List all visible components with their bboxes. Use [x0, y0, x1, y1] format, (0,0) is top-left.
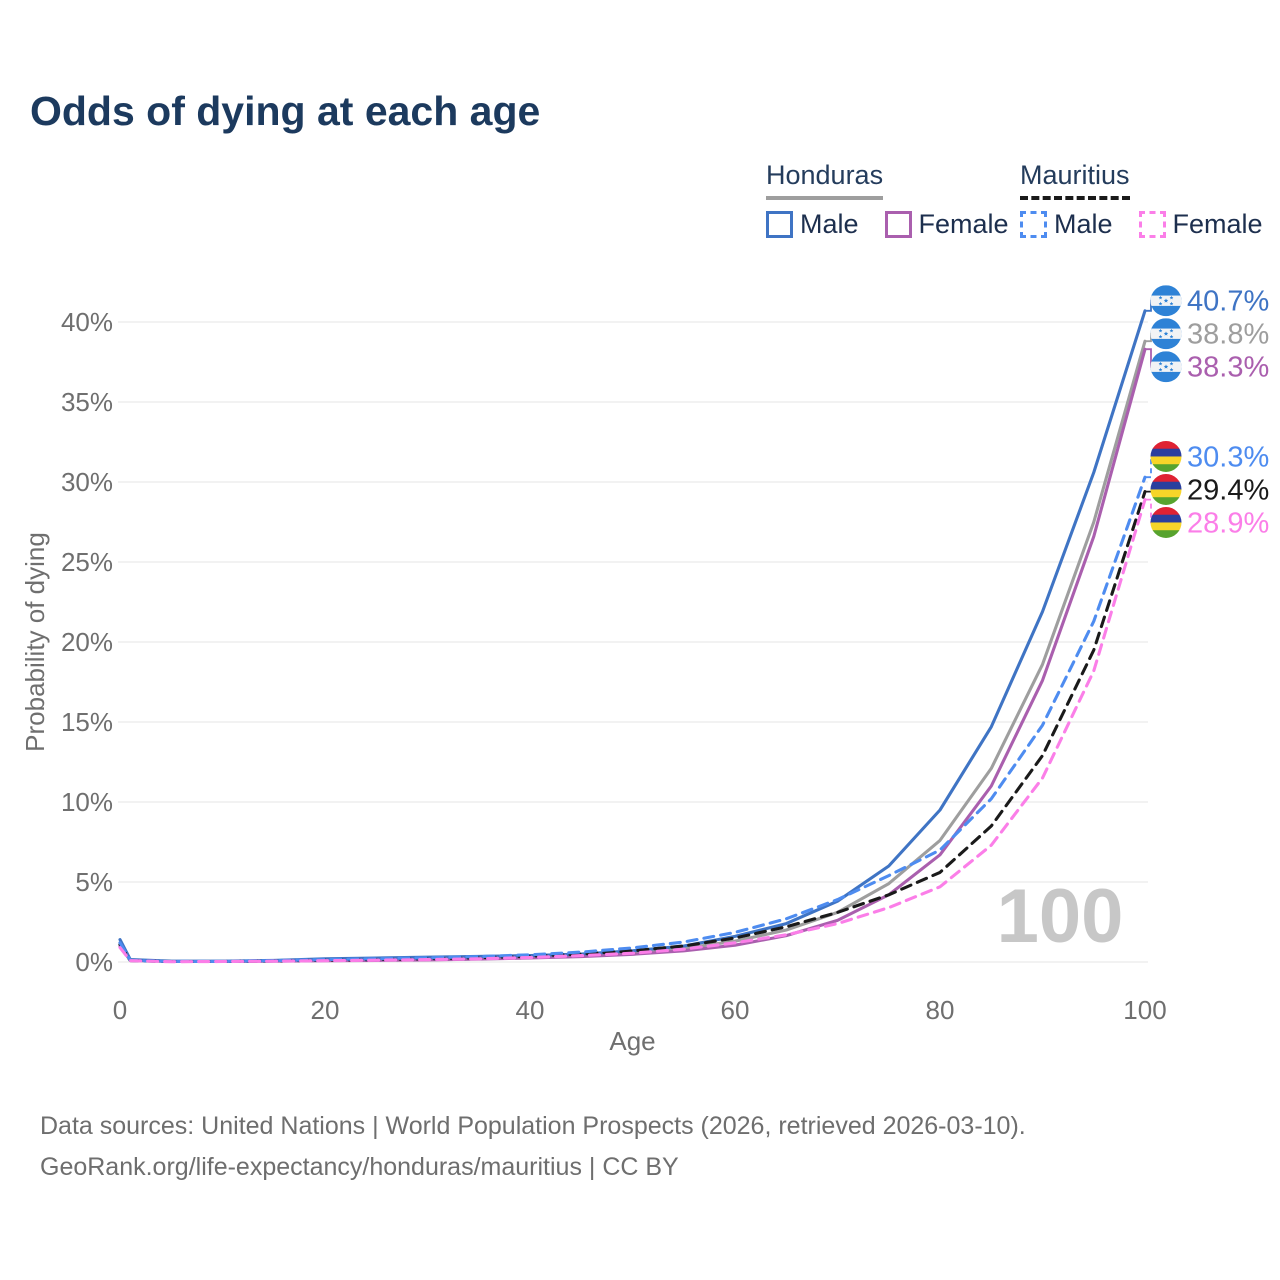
- y-tick-label: 25%: [61, 547, 113, 577]
- legend-group-honduras: Honduras Male Female: [766, 160, 1009, 240]
- mauritius-female-swatch-icon: [1138, 211, 1166, 238]
- end-value-label-mauritius-both: 29.4%: [1187, 474, 1269, 506]
- flag-icon-mauritius: [1150, 506, 1182, 538]
- y-tick-label: 40%: [61, 307, 113, 337]
- legend-label: Female: [918, 209, 1009, 239]
- y-tick-label: 15%: [61, 707, 113, 737]
- legend-label: Female: [1172, 209, 1263, 239]
- y-tick-label: 35%: [61, 387, 113, 417]
- source-caption: Data sources: United Nations | World Pop…: [40, 1106, 1026, 1188]
- mauritius-male-swatch-icon: [1020, 211, 1047, 238]
- end-value-label-honduras-male: 40.7%: [1187, 286, 1269, 318]
- legend-title-honduras: Honduras: [766, 160, 884, 200]
- x-tick-label: 0: [113, 995, 127, 1025]
- y-tick-label: 20%: [61, 627, 113, 657]
- y-tick-label: 5%: [75, 867, 113, 897]
- legend-title-mauritius: Mauritius: [1020, 160, 1130, 200]
- series-line-honduras-female: [118, 347, 1147, 964]
- y-axis-title: Probability of dying: [20, 532, 50, 752]
- flag-icon-honduras: [1150, 318, 1182, 350]
- x-tick-label: 20: [311, 995, 340, 1025]
- age-watermark: 100: [997, 874, 1124, 959]
- x-tick-label: 60: [721, 995, 750, 1025]
- series-line-mauritius-male: [118, 475, 1147, 964]
- end-value-label-honduras-both: 38.8%: [1187, 319, 1269, 351]
- flag-icon-mauritius: [1150, 473, 1182, 505]
- flag-icon-honduras: [1150, 351, 1182, 383]
- legend-label: Male: [1054, 209, 1113, 239]
- flag-icon-honduras: [1150, 285, 1182, 317]
- flag-icon-mauritius: [1150, 440, 1182, 472]
- x-tick-label: 40: [516, 995, 545, 1025]
- page-title: Odds of dying at each age: [30, 88, 541, 134]
- legend-row-mauritius: Male Female: [1020, 209, 1263, 240]
- chart-legend: Honduras Male Female Mauritius Male: [0, 160, 1280, 250]
- legend-item-honduras-female[interactable]: Female: [884, 209, 1009, 240]
- series-line-honduras-male: [118, 309, 1147, 963]
- y-tick-label: 30%: [61, 467, 113, 497]
- legend-item-honduras-male[interactable]: Male: [766, 209, 859, 240]
- end-value-label-honduras-female: 38.3%: [1187, 352, 1269, 384]
- legend-row-honduras: Male Female: [766, 209, 1009, 240]
- series-line-honduras-both: [118, 339, 1147, 963]
- legend-item-mauritius-male[interactable]: Male: [1020, 209, 1113, 240]
- y-tick-label: 0%: [75, 947, 113, 977]
- source-caption-line2: GeoRank.org/life-expectancy/honduras/mau…: [40, 1153, 679, 1181]
- honduras-male-swatch-icon: [766, 211, 793, 238]
- legend-label: Male: [800, 209, 859, 239]
- end-value-label-mauritius-female: 28.9%: [1187, 507, 1269, 539]
- x-tick-label: 100: [1123, 995, 1166, 1025]
- x-axis-title: Age: [609, 1026, 655, 1056]
- end-value-label-mauritius-male: 30.3%: [1187, 441, 1269, 473]
- legend-group-mauritius: Mauritius Male Female: [1020, 160, 1263, 240]
- legend-item-mauritius-female[interactable]: Female: [1138, 209, 1263, 240]
- y-tick-label: 10%: [61, 787, 113, 817]
- x-tick-label: 80: [926, 995, 955, 1025]
- series-line-mauritius-female: [118, 498, 1147, 964]
- source-caption-line1: Data sources: United Nations | World Pop…: [40, 1112, 1026, 1140]
- honduras-female-swatch-icon: [884, 211, 912, 238]
